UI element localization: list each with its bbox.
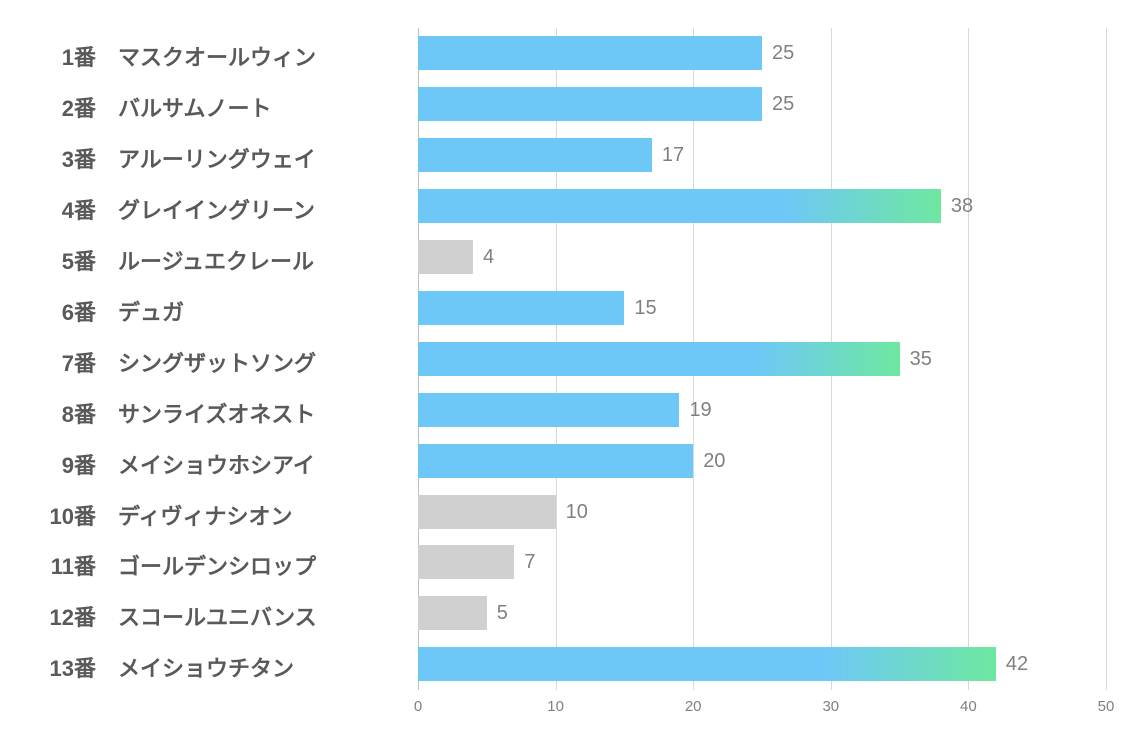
- bar-value-label: 4: [483, 246, 494, 269]
- bar-value-label: 25: [772, 93, 794, 116]
- bar-value-label: 19: [689, 399, 711, 422]
- bar-value-label: 35: [910, 348, 932, 371]
- row-name-label: ルージュエクレール: [118, 244, 314, 276]
- bar-value-label: 7: [524, 551, 535, 574]
- bar: [418, 240, 473, 274]
- bar: [418, 393, 679, 427]
- row-number-label: 2番: [0, 91, 96, 123]
- bar: [418, 291, 624, 325]
- row-number-label: 12番: [0, 600, 96, 632]
- row-number-label: 11番: [0, 549, 96, 581]
- bar: [418, 138, 652, 172]
- x-axis-tick-label: 30: [822, 698, 839, 715]
- row-number-label: 9番: [0, 448, 96, 480]
- row-name-label: ゴールデンシロップ: [118, 549, 316, 581]
- bar-value-label: 5: [497, 602, 508, 625]
- row-name-label: マスクオールウィン: [118, 40, 316, 72]
- row-name-label: スコールユニバンス: [118, 600, 317, 632]
- x-axis-tick-label: 10: [547, 698, 564, 715]
- bar: [418, 596, 487, 630]
- bar-value-label: 10: [566, 501, 588, 524]
- bar: [418, 444, 693, 478]
- row-number-label: 5番: [0, 244, 96, 276]
- bar: [418, 36, 762, 70]
- bar: [418, 647, 996, 681]
- row-number-label: 8番: [0, 397, 96, 429]
- row-number-label: 13番: [0, 651, 96, 683]
- row-number-label: 10番: [0, 499, 96, 531]
- row-name-label: メイショウホシアイ: [118, 448, 315, 480]
- bar-value-label: 15: [634, 297, 656, 320]
- x-axis-tick-label: 40: [960, 698, 977, 715]
- grid-line: [968, 28, 969, 690]
- x-axis-tick-label: 20: [685, 698, 702, 715]
- bar-value-label: 42: [1006, 653, 1028, 676]
- x-axis-tick-label: 50: [1098, 698, 1115, 715]
- bar-value-label: 38: [951, 195, 973, 218]
- bar-value-label: 17: [662, 144, 684, 167]
- bar-value-label: 25: [772, 42, 794, 65]
- row-number-label: 4番: [0, 193, 96, 225]
- bar-value-label: 20: [703, 450, 725, 473]
- row-name-label: アルーリングウェイ: [118, 142, 316, 174]
- x-axis-tick-label: 0: [414, 698, 422, 715]
- row-name-label: ディヴィナシオン: [118, 499, 292, 531]
- row-name-label: メイショウチタン: [118, 651, 294, 683]
- bar: [418, 495, 556, 529]
- row-name-label: デュガ: [118, 295, 184, 327]
- row-name-label: グレイイングリーン: [118, 193, 315, 225]
- row-number-label: 7番: [0, 346, 96, 378]
- row-number-label: 3番: [0, 142, 96, 174]
- bar: [418, 87, 762, 121]
- row-number-label: 1番: [0, 40, 96, 72]
- bar: [418, 545, 514, 579]
- horizontal-bar-chart: 0 10 20 30 40 50 1番マスクオールウィン 25 2番バルサムノート 25 3番アルー…: [0, 0, 1134, 737]
- row-name-label: サンライズオネスト: [118, 397, 315, 429]
- bar: [418, 342, 900, 376]
- grid-line: [1106, 28, 1107, 690]
- bar: [418, 189, 941, 223]
- plot-area: 010203040501番マスクオールウィン252番バルサムノート253番アルー…: [418, 28, 1106, 690]
- row-name-label: バルサムノート: [118, 91, 272, 123]
- row-number-label: 6番: [0, 295, 96, 327]
- row-name-label: シングザットソング: [118, 346, 316, 378]
